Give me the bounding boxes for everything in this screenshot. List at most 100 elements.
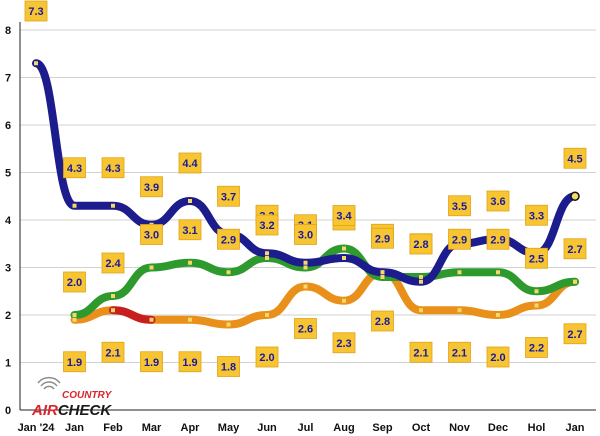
data-label-text: 2.0 (259, 352, 274, 364)
data-label-text: 2.1 (105, 347, 120, 359)
data-label-box (448, 228, 471, 250)
data-label-box (294, 318, 317, 339)
series-line-orange (70, 268, 579, 329)
point-orange (149, 317, 154, 322)
data-label-text: 2.9 (452, 234, 467, 246)
point-green (534, 289, 539, 294)
point-orange (419, 308, 423, 313)
data-label-text: 4.5 (567, 153, 582, 165)
data-labels: 7.3 4.3 4.3 3.9 4.4 3.7 3.3 3.1 3.2 2.9 2.7 3.5 3.6 3… (24, 0, 587, 377)
data-label-green: 3.2 (255, 214, 279, 236)
data-label-text: 1.9 (182, 357, 197, 369)
point-orange (303, 284, 308, 289)
data-label-blue: 4.3 (63, 157, 86, 179)
data-label-text: 3.9 (144, 182, 159, 194)
data-label-box (217, 185, 240, 207)
data-label-green: 2.9 (448, 228, 471, 250)
data-label-text: 2.4 (105, 258, 121, 270)
data-label-box (525, 247, 548, 269)
y-tick-label: 3 (5, 263, 11, 275)
data-label-box (217, 228, 240, 250)
point-blue (419, 279, 423, 284)
data-label-box (255, 346, 279, 368)
data-label-orange: 2.0 (255, 346, 279, 368)
data-label-box (525, 337, 548, 358)
point-green (188, 260, 192, 265)
data-label-orange: 1.9 (140, 351, 163, 373)
data-label-orange: 2.7 (563, 323, 587, 345)
data-label-orange: 1.9 (63, 351, 86, 373)
point-orange (342, 298, 346, 303)
data-label-text: 2.9 (221, 234, 236, 246)
country-aircheck-logo: COUNTRY AIRCHECK (31, 376, 113, 419)
data-label-text: 2.9 (375, 233, 390, 245)
data-label-box (63, 271, 86, 293)
data-label-text: 3.5 (452, 201, 467, 213)
x-tick-label: Dec (488, 422, 508, 434)
point-green (419, 275, 423, 279)
data-label-orange: 2.9 (371, 227, 394, 249)
data-label-box (563, 323, 587, 345)
data-label-orange: 2.1 (448, 341, 471, 363)
point-green (303, 265, 308, 270)
data-label-green: 2.9 (486, 228, 510, 250)
data-label-box (409, 341, 433, 363)
data-label-text: 2.0 (490, 352, 505, 364)
data-label-text: 2.1 (413, 347, 428, 359)
point-orange (265, 313, 269, 317)
logo-country-text: COUNTRY (62, 390, 113, 401)
y-tick-label: 0 (5, 405, 11, 417)
logo-check-text: CHECK (58, 402, 113, 419)
data-label-box (101, 341, 125, 363)
data-label-box (409, 233, 433, 255)
x-tick-label: Jan '24 (18, 422, 56, 434)
point-orange (457, 308, 462, 313)
point-orange (534, 303, 539, 308)
data-label-green: 3.0 (140, 224, 163, 245)
data-label-text: 3.1 (182, 225, 197, 237)
data-label-box (255, 214, 279, 236)
data-label-orange: 1.9 (178, 351, 202, 373)
data-label-text: 2.5 (529, 253, 544, 265)
data-label-box (486, 346, 510, 368)
point-blue (265, 251, 269, 256)
series-line-orange-highlight (109, 306, 156, 324)
point-green (226, 270, 231, 275)
y-tick-label: 4 (5, 215, 12, 227)
y-tick-label: 2 (5, 310, 11, 322)
data-label-box (486, 228, 510, 250)
data-label-text: 4.4 (182, 158, 198, 170)
data-label-blue: 3.7 (217, 185, 240, 207)
point-green (496, 270, 500, 275)
data-label-box (101, 252, 125, 274)
data-label-text: 2.0 (67, 277, 82, 289)
data-label-box (371, 227, 394, 249)
data-label-blue: 4.5 (563, 147, 587, 169)
data-label-text: 1.8 (221, 362, 236, 374)
data-label-box (486, 190, 510, 212)
data-label-box (178, 219, 202, 241)
data-label-box (448, 341, 471, 363)
point-green (342, 246, 346, 251)
x-tick-label: Jan (65, 422, 84, 434)
x-axis: Jan '24 Jan Feb Mar Apr May Jun Jul Aug Sep Oct Nov… (18, 409, 596, 434)
data-label-green: 2.8 (409, 233, 433, 255)
data-label-text: 4.3 (105, 163, 120, 175)
data-label-blue: 7.3 (24, 0, 48, 22)
data-label-box (178, 351, 202, 373)
point-blue (34, 61, 38, 66)
x-tick-label: Mar (142, 422, 162, 434)
x-tick-label: May (218, 422, 240, 434)
x-tick-label: Apr (181, 422, 201, 434)
point-blue (380, 270, 385, 275)
x-tick-label: Oct (412, 422, 431, 434)
data-label-text: 3.3 (529, 210, 544, 222)
data-label-blue: 4.3 (101, 157, 125, 179)
data-label-box (563, 238, 587, 260)
point-green (149, 265, 154, 270)
x-tick-label: Jun (257, 422, 277, 434)
data-label-box (24, 0, 48, 22)
point-blue (188, 199, 192, 203)
data-label-box (525, 204, 548, 226)
data-label-orange: 2.1 (101, 341, 125, 363)
